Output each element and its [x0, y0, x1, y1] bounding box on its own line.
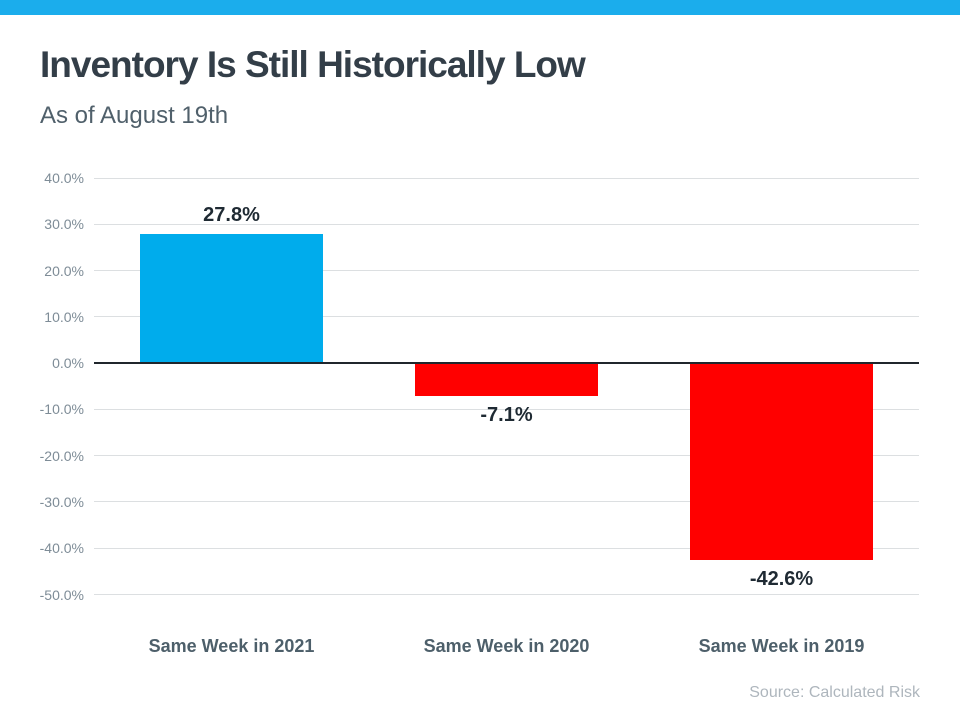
source-credit: Source: Calculated Risk — [749, 684, 920, 701]
page-subtitle: As of August 19th — [40, 102, 229, 129]
bar-value-label: 27.8% — [203, 204, 260, 227]
y-gridline — [94, 270, 919, 272]
y-axis-tick-label: 30.0% — [44, 216, 84, 233]
y-axis-tick-label: -10.0% — [39, 401, 84, 418]
chart-bar — [690, 363, 873, 561]
y-gridline — [94, 408, 919, 410]
y-gridline — [94, 316, 919, 318]
y-axis-tick-label: 10.0% — [44, 308, 84, 325]
y-axis-tick-label: 20.0% — [44, 262, 84, 279]
y-axis-tick-label: -40.0% — [39, 540, 84, 557]
y-gridline — [94, 594, 919, 595]
zero-axis-line — [94, 362, 919, 365]
y-axis-tick-label: 0.0% — [52, 355, 84, 372]
bar-value-label: -42.6% — [749, 568, 814, 591]
header-accent-stripe — [0, 0, 960, 15]
y-gridline — [94, 501, 919, 503]
y-axis-tick-label: -20.0% — [39, 447, 84, 464]
chart-bar — [140, 234, 323, 364]
chart-bar — [415, 363, 598, 396]
x-axis-category-label: Same Week in 2020 — [423, 636, 590, 656]
y-gridline — [94, 223, 919, 225]
y-gridline — [94, 177, 919, 179]
x-axis-category-label: Same Week in 2021 — [148, 636, 315, 656]
y-axis-tick-label: 40.0% — [44, 170, 84, 186]
y-gridline — [94, 547, 919, 549]
bar-value-label: -7.1% — [480, 403, 533, 426]
page-title: Inventory Is Still Historically Low — [40, 44, 586, 85]
y-axis-tick-label: -30.0% — [39, 493, 84, 510]
x-axis-category-label: Same Week in 2019 — [698, 636, 865, 656]
y-axis-tick-label: -50.0% — [39, 586, 84, 603]
y-gridline — [94, 455, 919, 457]
